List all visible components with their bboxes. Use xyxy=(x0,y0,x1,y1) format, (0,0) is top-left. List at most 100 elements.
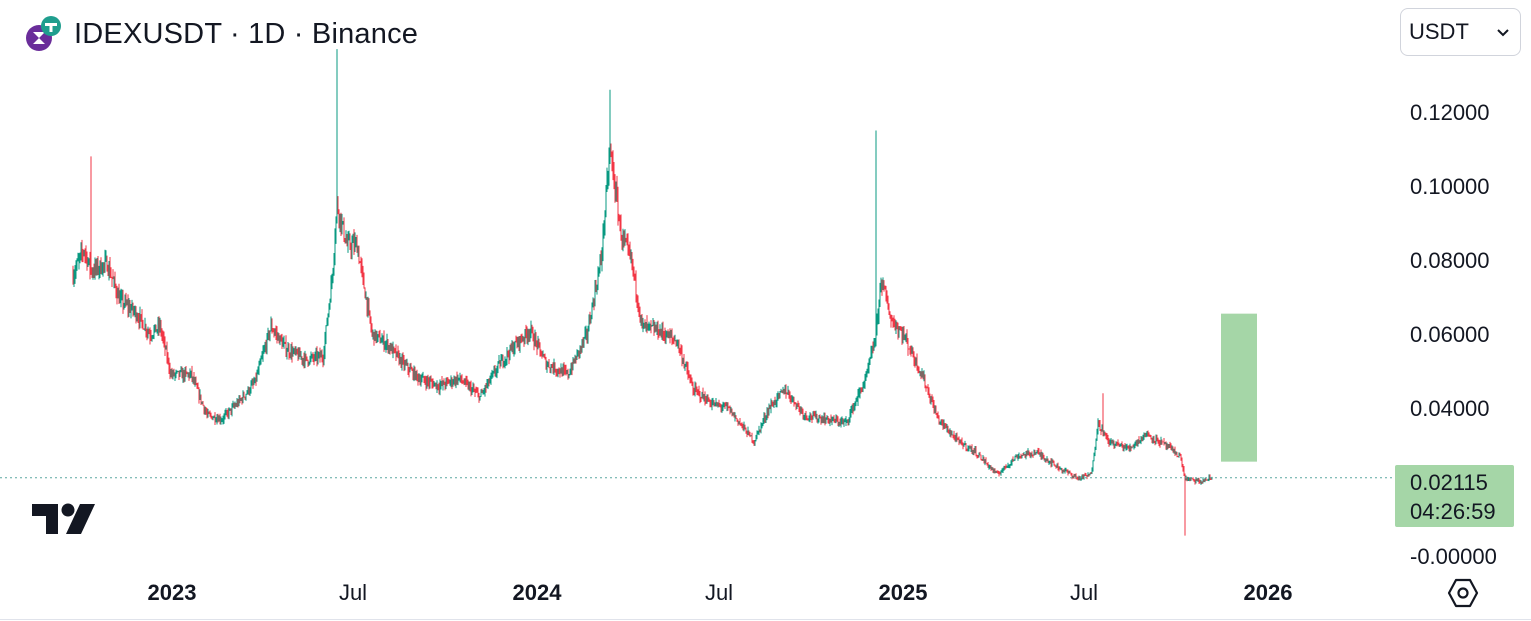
candle xyxy=(871,345,873,359)
candle xyxy=(1195,477,1197,484)
candle xyxy=(173,368,175,377)
candle xyxy=(813,410,815,417)
candle xyxy=(403,354,405,372)
settings-hexagon-icon[interactable] xyxy=(1446,576,1480,610)
candle xyxy=(330,275,332,303)
candle xyxy=(563,362,565,376)
candle xyxy=(779,390,781,399)
candle xyxy=(235,402,237,407)
candle xyxy=(299,347,301,357)
candle xyxy=(873,338,875,351)
candle xyxy=(983,456,985,464)
candle xyxy=(982,454,984,461)
candle xyxy=(446,377,448,387)
candle xyxy=(276,326,278,344)
candle xyxy=(675,340,677,347)
candle xyxy=(816,413,818,423)
candle xyxy=(1123,445,1125,452)
candle xyxy=(547,361,549,367)
candle xyxy=(1172,446,1174,453)
candle xyxy=(140,314,142,322)
candle xyxy=(162,330,164,344)
candle xyxy=(448,379,450,384)
candle xyxy=(571,362,573,376)
candle xyxy=(122,289,124,314)
candle xyxy=(577,350,579,357)
candle xyxy=(867,362,869,374)
candle xyxy=(1026,450,1028,457)
candle xyxy=(822,416,824,424)
candle xyxy=(945,423,947,429)
bar-countdown: 04:26:59 xyxy=(1410,499,1496,524)
candle xyxy=(984,459,986,466)
candle xyxy=(1029,452,1031,458)
candle xyxy=(912,347,914,358)
candle xyxy=(684,363,686,371)
x-tick-label: 2024 xyxy=(513,580,563,605)
candle xyxy=(1173,448,1175,454)
candle xyxy=(1191,478,1193,480)
candle xyxy=(649,323,651,331)
candle xyxy=(758,425,760,436)
candle xyxy=(956,432,958,442)
candle xyxy=(75,260,77,279)
candle xyxy=(585,325,587,341)
candle xyxy=(112,269,114,280)
candle xyxy=(244,396,246,400)
candle xyxy=(592,297,594,308)
candle xyxy=(195,376,197,386)
candle xyxy=(793,396,795,407)
candle xyxy=(681,345,683,367)
candle xyxy=(713,400,715,407)
candle xyxy=(280,334,282,342)
candle xyxy=(233,402,235,409)
candle xyxy=(99,260,101,279)
candle xyxy=(746,430,748,438)
candle xyxy=(732,412,734,416)
tradingview-logo[interactable] xyxy=(32,502,96,541)
candle xyxy=(829,418,831,427)
candle xyxy=(348,230,350,241)
candle xyxy=(491,369,493,379)
candle xyxy=(953,430,955,440)
candle xyxy=(581,339,583,353)
candle xyxy=(1041,451,1043,460)
candle xyxy=(886,290,888,304)
candle xyxy=(716,401,718,407)
candle xyxy=(83,249,85,257)
candle xyxy=(366,297,368,317)
currency-select[interactable]: USDT xyxy=(1400,8,1521,56)
candle xyxy=(410,362,412,370)
candle xyxy=(1197,477,1199,482)
y-tick-label: 0.04000 xyxy=(1410,396,1490,421)
candle xyxy=(899,326,901,331)
projection-box[interactable] xyxy=(1221,313,1257,462)
candle xyxy=(500,354,502,367)
candle xyxy=(940,419,942,426)
candle xyxy=(701,391,703,399)
candle xyxy=(306,356,308,361)
candle xyxy=(703,394,705,402)
candle xyxy=(467,379,469,390)
candle xyxy=(450,375,452,388)
x-tick-label: 2025 xyxy=(879,580,928,605)
candle xyxy=(318,351,320,359)
candle xyxy=(1203,479,1205,482)
candle xyxy=(1104,431,1106,436)
candle xyxy=(449,379,451,386)
candle xyxy=(672,337,674,344)
candle xyxy=(890,314,892,328)
candle xyxy=(580,345,582,354)
candle xyxy=(806,415,808,421)
candle xyxy=(106,255,108,272)
candle xyxy=(638,302,640,318)
candle xyxy=(676,339,678,347)
candle xyxy=(997,470,999,474)
candle xyxy=(654,321,656,333)
candles xyxy=(72,49,1213,536)
candle xyxy=(489,375,491,384)
candle xyxy=(343,217,345,243)
candle xyxy=(127,294,129,318)
candle xyxy=(433,380,435,387)
